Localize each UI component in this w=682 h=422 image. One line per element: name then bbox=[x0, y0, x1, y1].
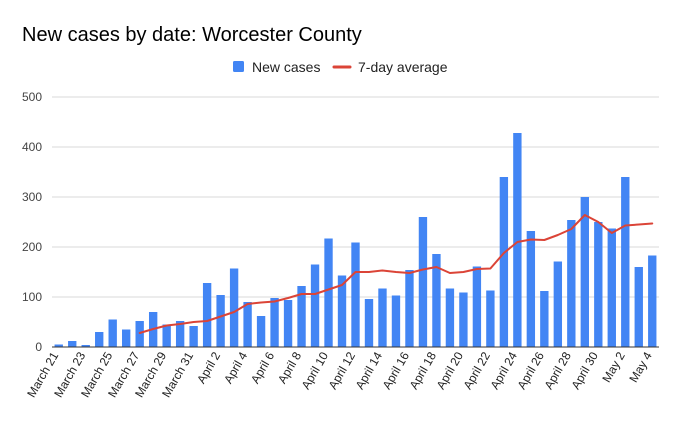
bar-new-cases bbox=[553, 261, 563, 347]
bar-new-cases bbox=[54, 344, 63, 347]
bar-new-cases bbox=[513, 133, 522, 347]
x-tick-label: May 4 bbox=[626, 349, 655, 385]
bar-new-cases bbox=[324, 238, 333, 347]
bar-new-cases bbox=[95, 332, 104, 347]
x-tick-label: May 2 bbox=[599, 349, 628, 385]
bar-new-cases bbox=[175, 321, 185, 347]
bar-new-cases bbox=[297, 286, 306, 347]
bar-new-cases bbox=[135, 321, 144, 347]
bar-new-cases bbox=[108, 319, 117, 347]
y-tick-label: 100 bbox=[22, 290, 42, 304]
bar-new-cases bbox=[634, 267, 643, 347]
bar-new-cases bbox=[418, 217, 428, 347]
bar-new-cases bbox=[648, 255, 657, 347]
legend-swatch-new-cases bbox=[233, 61, 244, 72]
bar-new-cases bbox=[337, 275, 347, 347]
bar-new-cases bbox=[405, 270, 414, 347]
line-7-day-average bbox=[138, 214, 654, 334]
bar-new-cases bbox=[68, 341, 77, 347]
y-tick-label: 400 bbox=[22, 140, 42, 154]
bar-new-cases bbox=[202, 283, 212, 347]
bar-new-cases bbox=[445, 288, 455, 347]
bar-new-cases bbox=[391, 295, 401, 347]
x-tick-label: April 4 bbox=[221, 349, 250, 386]
bar-new-cases bbox=[256, 316, 266, 347]
legend-label-7-day-average: 7-day average bbox=[358, 59, 448, 75]
bar-new-cases bbox=[432, 254, 441, 347]
bar-new-cases bbox=[594, 222, 603, 347]
y-tick-label: 200 bbox=[22, 240, 42, 254]
bar-new-cases bbox=[243, 302, 252, 347]
bar-new-cases bbox=[283, 300, 293, 347]
bar-new-cases bbox=[526, 231, 536, 347]
bar-series bbox=[54, 133, 657, 347]
bar-new-cases bbox=[459, 292, 468, 347]
x-tick-label: April 8 bbox=[275, 349, 304, 386]
y-tick-label: 300 bbox=[22, 190, 42, 204]
chart-title: New cases by date: Worcester County bbox=[22, 24, 362, 46]
bar-new-cases bbox=[189, 326, 198, 347]
bar-new-cases bbox=[580, 197, 589, 347]
bar-new-cases bbox=[270, 298, 279, 347]
bar-new-cases bbox=[540, 291, 549, 347]
bar-new-cases bbox=[621, 177, 630, 347]
y-tick-label: 0 bbox=[35, 340, 42, 354]
chart-legend: New cases 7-day average bbox=[233, 59, 448, 75]
bar-new-cases bbox=[162, 324, 171, 347]
line-series bbox=[138, 214, 654, 334]
bar-new-cases bbox=[499, 177, 509, 347]
bar-new-cases bbox=[378, 288, 387, 347]
bar-new-cases bbox=[486, 290, 495, 347]
bar-new-cases bbox=[472, 266, 482, 347]
bar-new-cases bbox=[607, 228, 616, 347]
bar-new-cases bbox=[216, 295, 225, 347]
y-axis: 0 100 200 300 400 500 bbox=[22, 90, 42, 354]
y-tick-label: 500 bbox=[22, 90, 42, 104]
x-tick-label: April 2 bbox=[194, 349, 223, 386]
x-tick-label: April 6 bbox=[248, 349, 277, 386]
legend-label-new-cases: New cases bbox=[252, 59, 320, 75]
bar-new-cases bbox=[351, 242, 360, 347]
bar-new-cases bbox=[81, 345, 90, 347]
bar-new-cases bbox=[122, 329, 131, 347]
x-tick-label: April 30 bbox=[568, 349, 601, 392]
bar-new-cases bbox=[229, 268, 239, 347]
bar-new-cases bbox=[567, 220, 576, 347]
bar-new-cases bbox=[364, 299, 374, 347]
bar-new-cases bbox=[310, 264, 320, 347]
